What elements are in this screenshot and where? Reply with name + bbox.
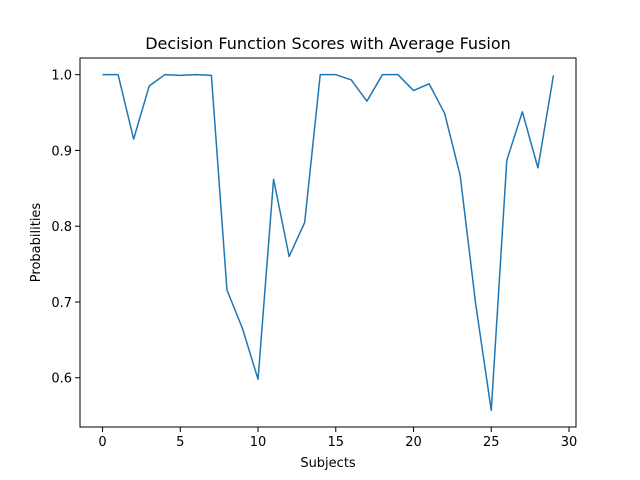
series-line xyxy=(102,73,555,412)
y-tick-label: 0.6 xyxy=(51,372,72,387)
x-tick-label: 10 xyxy=(250,435,267,450)
x-tick-label: 30 xyxy=(561,435,578,450)
y-axis-label: Probabilities xyxy=(29,203,44,283)
y-tick-label: 0.7 xyxy=(51,296,72,311)
x-tick-label: 25 xyxy=(483,435,500,450)
axes-frame xyxy=(79,57,577,428)
x-axis: 0 5 10 15 20 25 30 xyxy=(98,427,577,450)
x-tick-label: 20 xyxy=(405,435,422,450)
y-tick-label: 0.8 xyxy=(51,220,72,235)
y-tick-label: 0.9 xyxy=(51,144,72,159)
x-tick-label: 0 xyxy=(98,435,106,450)
x-tick-label: 15 xyxy=(328,435,345,450)
x-axis-label: Subjects xyxy=(300,456,356,471)
y-axis: 0.6 0.7 0.8 0.9 1.0 xyxy=(51,69,80,387)
chart-title: Decision Function Scores with Average Fu… xyxy=(145,34,511,53)
y-tick-label: 1.0 xyxy=(51,69,72,84)
plot-area xyxy=(102,73,555,412)
x-tick-label: 5 xyxy=(176,435,184,450)
